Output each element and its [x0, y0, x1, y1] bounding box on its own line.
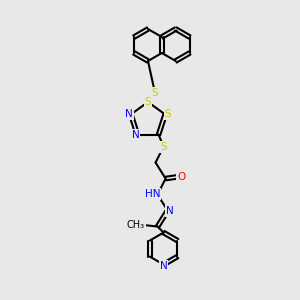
Text: S: S — [145, 97, 151, 107]
Text: N: N — [160, 261, 167, 271]
Text: N: N — [125, 110, 133, 119]
Text: S: S — [160, 142, 167, 152]
Text: CH₃: CH₃ — [127, 220, 145, 230]
Text: N: N — [166, 206, 173, 216]
Text: HN: HN — [145, 189, 160, 199]
Text: S: S — [152, 88, 158, 98]
Text: O: O — [178, 172, 186, 182]
Text: S: S — [165, 110, 171, 119]
Text: N: N — [131, 130, 139, 140]
